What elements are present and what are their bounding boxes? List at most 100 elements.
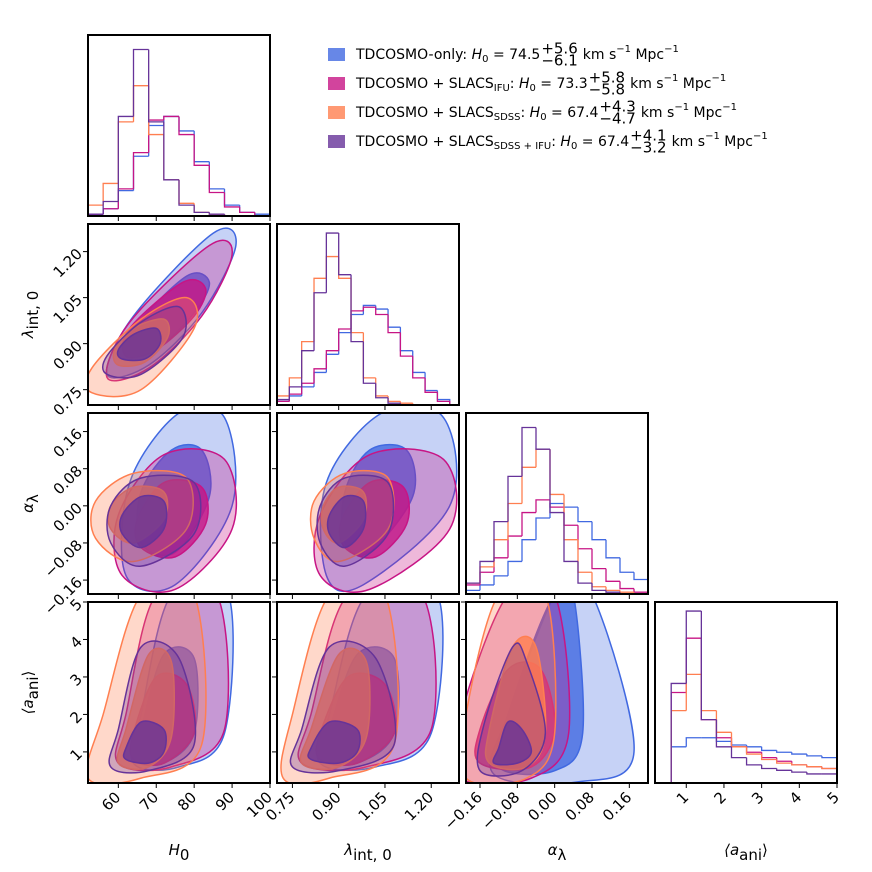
legend-symbol-sub: 0	[529, 83, 535, 94]
axis-suffix: ⟩	[19, 671, 37, 677]
axis-symbol: ⟨a	[724, 841, 739, 859]
axis-sub: λ	[558, 846, 567, 864]
histogram-step	[350, 310, 364, 329]
histogram-step	[148, 124, 164, 157]
panel	[277, 232, 451, 405]
histogram-step	[178, 116, 195, 132]
legend-symbol-sub: 0	[571, 141, 577, 152]
histogram-step	[208, 161, 225, 190]
x-tick-label: 3	[748, 788, 767, 807]
histogram-step	[670, 746, 687, 783]
panel-frame	[87, 601, 271, 784]
histogram-step	[239, 206, 255, 214]
legend-h0: 74.5	[509, 47, 540, 63]
histogram-step	[549, 502, 564, 518]
histogram-step	[301, 382, 315, 395]
histogram-step	[436, 390, 451, 405]
histogram-step	[806, 754, 822, 757]
histogram-step	[715, 719, 732, 748]
axis-sub: λ	[24, 494, 42, 503]
legend-text: TDCOSMO-only: H0 = 74.5	[355, 47, 540, 65]
axis-title: H0	[169, 841, 190, 864]
histogram-step	[313, 277, 327, 342]
y-tick-label: 0.90	[50, 337, 86, 373]
legend-err-up: +5.8	[589, 69, 625, 87]
unit-exp: −1	[674, 102, 689, 113]
y-tick-label: 1	[67, 745, 86, 764]
histogram-step	[700, 611, 717, 721]
axis-symbol: H	[169, 841, 180, 859]
histogram-step	[223, 192, 240, 208]
unit: km s	[583, 47, 617, 63]
histogram-step	[88, 213, 104, 216]
histogram-step	[301, 341, 315, 378]
unit: km s	[672, 134, 706, 150]
histogram-step	[412, 403, 426, 405]
panel	[466, 602, 635, 783]
legend-symbol: H	[560, 134, 571, 150]
legend-err-up: +4.1	[630, 127, 666, 145]
legend-name: TDCOSMO + SLACS	[355, 134, 494, 150]
legend-name-sub: SDSS + IFU	[494, 141, 552, 152]
histogram-step	[412, 356, 426, 379]
legend-symbol-sub: 0	[540, 112, 546, 123]
x-tick-label: 0.16	[599, 788, 635, 824]
histogram-step	[633, 572, 648, 594]
y-tick-label: 5	[67, 595, 86, 614]
axis-title: λint, 0	[343, 841, 392, 864]
histogram-step	[685, 673, 702, 711]
histogram-step	[535, 448, 550, 468]
histogram-step	[760, 746, 777, 752]
histogram-step	[313, 292, 327, 351]
legend-text: TDCOSMO + SLACSSDSS: H0 = 67.4	[355, 105, 598, 123]
histogram-step	[193, 134, 210, 166]
panel-frame	[87, 412, 271, 595]
histogram-step	[700, 674, 717, 712]
legend-unit: km s−1 Mpc−1	[630, 73, 726, 92]
histogram-step	[479, 584, 494, 591]
histogram-step	[375, 305, 389, 310]
y-tick-label: 0.16	[50, 425, 86, 461]
histogram-step	[715, 710, 732, 733]
histogram-step	[507, 560, 522, 576]
panel-frame	[276, 223, 460, 406]
x-tick-label: 70	[136, 788, 162, 814]
legend-eq: =	[536, 76, 557, 92]
histogram-step	[338, 331, 352, 355]
y-tick-label: 0.08	[50, 462, 86, 498]
histogram-step	[685, 610, 702, 684]
histogram-step	[436, 392, 451, 405]
histogram-step	[745, 746, 762, 755]
axis-title: λint, 0	[19, 291, 42, 340]
histogram-step	[776, 768, 792, 771]
histogram-step	[619, 581, 634, 590]
histogram-step	[193, 205, 210, 214]
unit-exp: −1	[705, 131, 720, 142]
x-tick-label: −0.08	[478, 788, 523, 833]
unit: km s	[630, 76, 664, 92]
axis-sub: int, 0	[24, 291, 42, 330]
axis-title: αλ	[19, 494, 42, 513]
histogram-step	[148, 85, 164, 136]
histogram-step	[102, 208, 119, 215]
histogram-step	[715, 719, 732, 739]
histogram-step	[791, 770, 807, 773]
legend-err-down: −6.1	[541, 52, 577, 70]
histogram-step	[163, 121, 179, 181]
axis-title: ⟨aani⟩	[19, 671, 42, 715]
unit2-exp: −1	[722, 102, 737, 113]
x-tick-label: 4	[786, 788, 805, 807]
histogram-step	[670, 691, 687, 783]
histogram-step	[387, 309, 401, 328]
panel-frame	[276, 601, 460, 784]
panel	[670, 610, 837, 783]
histogram-step	[338, 328, 352, 351]
histogram-step	[350, 313, 364, 333]
histogram-step	[88, 204, 104, 216]
x-tick-label: 1.05	[355, 788, 391, 824]
panel	[88, 602, 234, 783]
histogram-step	[362, 341, 376, 384]
histogram-step	[163, 134, 179, 181]
y-tick-label: −0.08	[41, 536, 86, 581]
contour	[122, 720, 167, 765]
